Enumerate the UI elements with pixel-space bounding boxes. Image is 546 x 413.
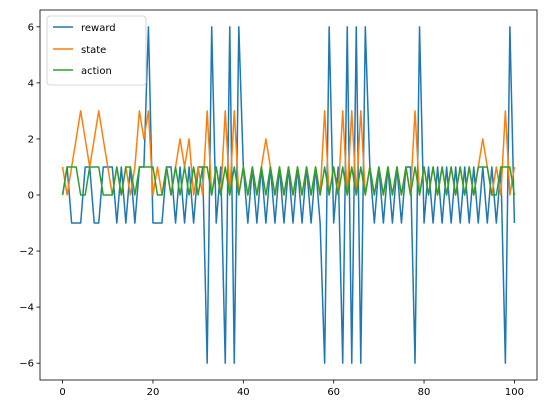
x-tick-label: 20 — [147, 387, 160, 398]
y-tick-label: −4 — [19, 303, 34, 314]
y-tick-label: 4 — [28, 78, 34, 89]
x-tick-label: 0 — [59, 387, 65, 398]
legend-box — [46, 15, 147, 86]
legend-label-action: action — [81, 66, 112, 77]
x-tick-label: 80 — [418, 387, 431, 398]
x-tick-label: 60 — [327, 387, 340, 398]
y-tick-label: −2 — [19, 247, 34, 258]
legend-label-reward: reward — [81, 23, 116, 34]
series-layer — [61, 26, 516, 364]
legend: reward state action — [46, 15, 147, 86]
x-tick-label: 40 — [237, 387, 250, 398]
y-tick-label: 2 — [28, 134, 34, 145]
y-tick-label: 0 — [28, 191, 34, 202]
series-line-action — [61, 166, 516, 196]
y-tick-label: −6 — [19, 359, 34, 370]
x-tick-label: 100 — [505, 387, 524, 398]
y-tick-label: 6 — [28, 22, 34, 33]
legend-label-state: state — [81, 45, 106, 56]
axis-layer: 0 20 40 60 80 100 −6 −4 −2 0 2 4 6 — [19, 22, 524, 398]
